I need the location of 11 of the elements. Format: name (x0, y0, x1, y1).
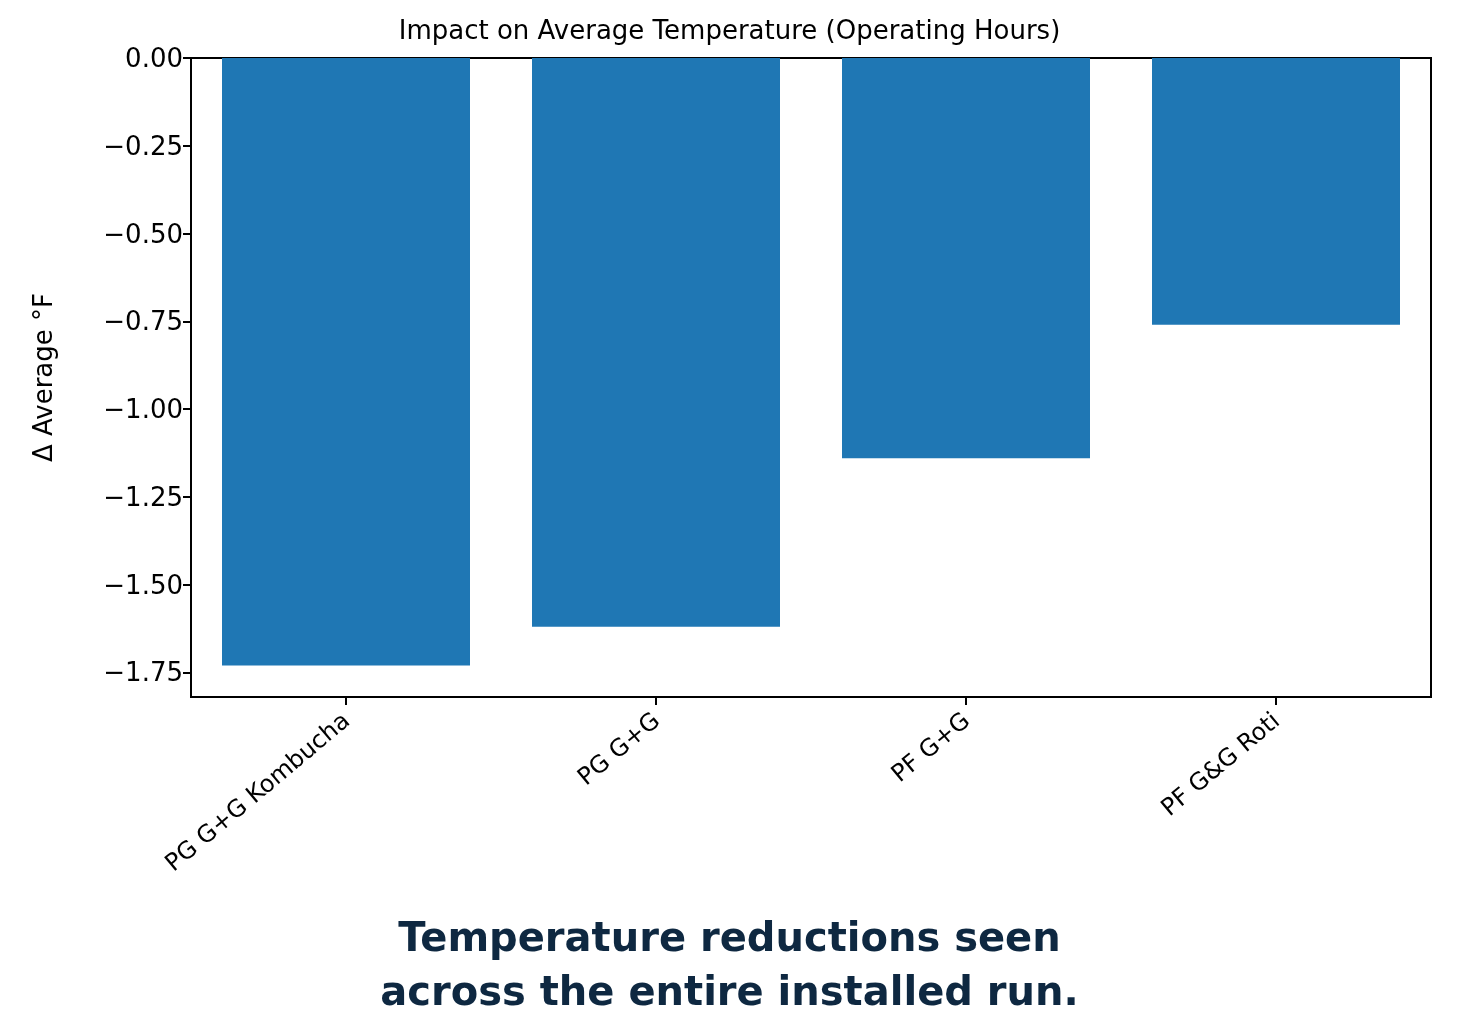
chart-title: Impact on Average Temperature (Operating Hours) (398, 15, 1061, 45)
y-axis-title: Δ Average °F (28, 292, 58, 463)
y-tick-label: −0.75 (103, 306, 183, 337)
text: Temperature reductions seen across the entire installed run. (380, 914, 1079, 1014)
y-tick-label: −0.50 (103, 218, 183, 249)
y-tick-label: 0.00 (125, 43, 183, 73)
y-tick-label: −1.00 (103, 394, 183, 425)
y-tick-label: −1.25 (103, 481, 183, 512)
y-tick-label: −1.50 (103, 569, 183, 600)
y-tick-label: −1.75 (103, 657, 183, 688)
y-tick-label: −0.25 (103, 130, 183, 161)
